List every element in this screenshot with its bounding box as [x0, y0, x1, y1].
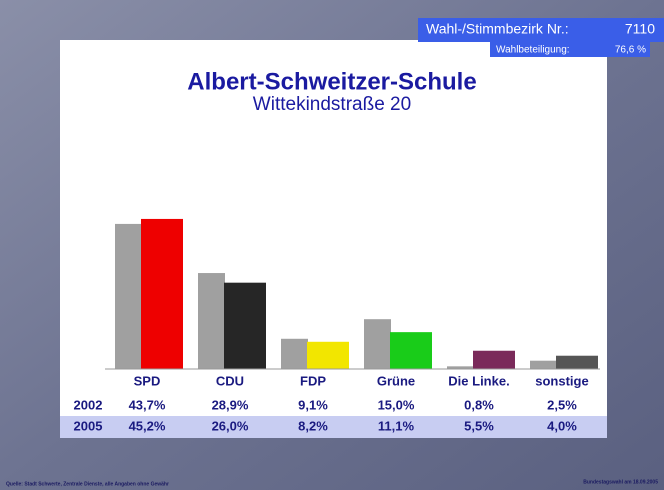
value-label: 28,9% — [212, 397, 249, 412]
category-label: CDU — [216, 373, 244, 388]
chart-subtitle: Wittekindstraße 20 — [253, 94, 411, 115]
bar — [141, 219, 183, 369]
bar — [198, 273, 225, 369]
district-label: Wahl-/Stimmbezirk Nr.: — [426, 21, 569, 37]
category-label: Grüne — [377, 373, 415, 388]
category-label: Die Linke. — [448, 373, 509, 388]
value-label: 8,2% — [298, 418, 328, 433]
value-label: 43,7% — [129, 397, 166, 412]
bar — [390, 332, 432, 369]
value-label: 15,0% — [378, 397, 415, 412]
value-label: 2,5% — [547, 397, 577, 412]
bar — [115, 224, 142, 369]
legend-label: 2002 — [74, 397, 103, 412]
bar — [224, 283, 266, 369]
value-label: 0,8% — [464, 397, 494, 412]
chart: Wahl-/Stimmbezirk Nr.: 7110 Wahlbeteilig… — [0, 0, 664, 490]
category-label: SPD — [134, 373, 161, 388]
value-label: 4,0% — [547, 418, 577, 433]
legend-label: 2005 — [74, 418, 103, 433]
bar — [530, 361, 557, 369]
chart-title: Albert-Schweitzer-Schule — [187, 68, 476, 95]
value-label: 9,1% — [298, 397, 328, 412]
bar — [473, 351, 515, 369]
district: 7110 — [625, 21, 655, 37]
turnout-label: Wahlbeteiligung: — [496, 45, 570, 56]
category-label: sonstige — [535, 373, 588, 388]
bar — [556, 356, 598, 369]
value-label: 5,5% — [464, 418, 494, 433]
page: Wahl-/Stimmbezirk Nr.: 7110 Wahlbeteilig… — [0, 0, 664, 490]
category-label: FDP — [300, 373, 326, 388]
turnout: 76,6 % — [615, 45, 646, 56]
source: Quelle: Stadt Schwerte, Zentrale Dienste… — [6, 481, 169, 487]
election: Bundestagswahl am 18.09.2005 — [583, 479, 658, 485]
bar — [281, 339, 308, 369]
value-label: 11,1% — [378, 418, 415, 433]
value-label: 45,2% — [129, 418, 166, 433]
bar — [307, 342, 349, 369]
bar — [364, 319, 391, 369]
value-label: 26,0% — [212, 418, 249, 433]
